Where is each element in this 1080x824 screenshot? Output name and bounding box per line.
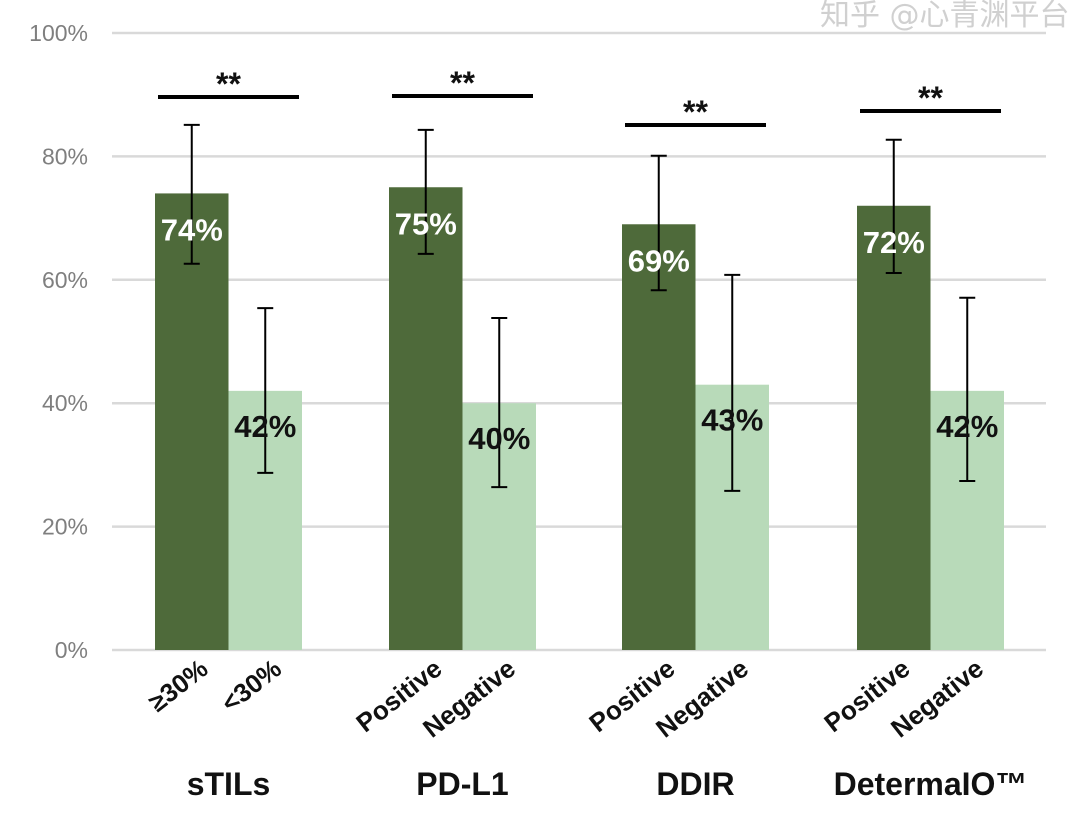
y-tick-label: 100% (29, 20, 88, 46)
data-label: 74% (161, 212, 223, 247)
y-tick-label: 40% (42, 390, 88, 416)
group-label: DDIR (656, 766, 734, 802)
data-label: 75% (395, 206, 457, 241)
x-tick-label: <30% (215, 653, 286, 718)
y-tick-label: 80% (42, 143, 88, 169)
group-label: sTILs (187, 766, 271, 802)
significance-label: ** (918, 80, 943, 116)
significance-label: ** (683, 94, 708, 130)
data-label: 42% (936, 409, 998, 444)
bar (622, 224, 696, 650)
data-label: 69% (628, 243, 690, 278)
group-label: PD-L1 (416, 766, 508, 802)
bar (389, 187, 463, 650)
data-label: 40% (468, 421, 530, 456)
significance-label: ** (450, 65, 475, 101)
y-tick-label: 60% (42, 267, 88, 293)
y-tick-label: 20% (42, 514, 88, 540)
data-label: 43% (701, 403, 763, 438)
significance-label: ** (216, 66, 241, 102)
bar (857, 205, 931, 650)
y-tick-label: 0% (55, 637, 88, 663)
x-tick-label: ≥30% (143, 653, 214, 717)
watermark: 知乎 @心青渊平台 (820, 0, 1070, 33)
bar (155, 193, 229, 651)
data-label: 72% (863, 225, 925, 260)
group-label: DetermaIO™ (834, 766, 1028, 802)
data-label: 42% (234, 409, 296, 444)
